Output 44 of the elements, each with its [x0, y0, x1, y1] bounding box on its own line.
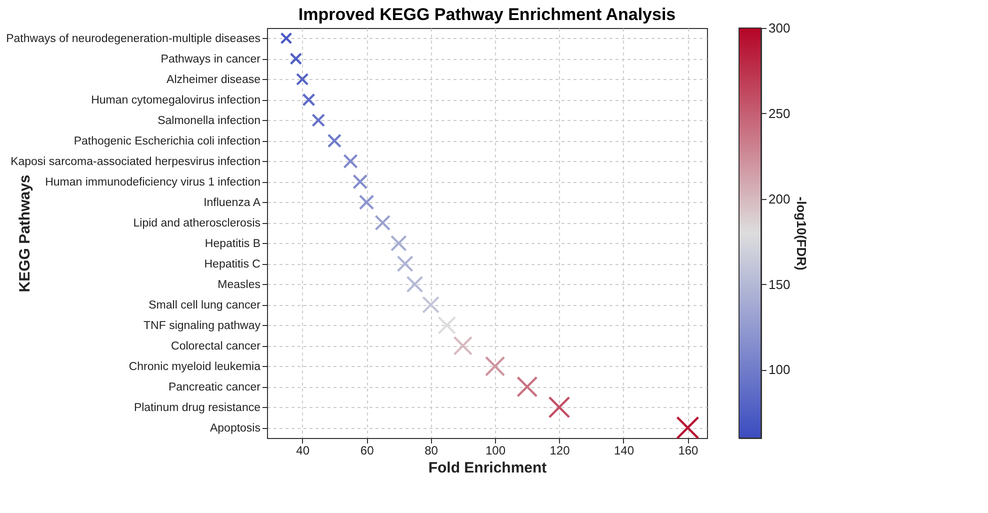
point [396, 255, 414, 272]
color-bar-label: 100 [768, 362, 790, 378]
point [374, 214, 391, 231]
y-tick-label: Measles [218, 278, 261, 291]
y-tick-label: Platinum drug resistance [134, 402, 260, 414]
y-tick-label: Hepatitis C [204, 258, 260, 270]
y-tick-label: Apoptosis [210, 422, 261, 434]
point [406, 276, 424, 293]
y-tick-label: Kaposi sarcoma-associated herpesvirus infection [10, 156, 260, 168]
x-tick-label: 120 [550, 444, 570, 458]
y-axis-title: KEGG Pathways [16, 174, 34, 292]
x-tick-label: 60 [360, 444, 374, 458]
color-bar-label: 250 [768, 106, 790, 121]
x-tick-label: 160 [678, 444, 699, 458]
chart-title: Improved KEGG Pathway Enrichment Analysis [298, 5, 676, 24]
y-tick-label: Salmonella infection [158, 114, 260, 127]
point [422, 296, 440, 314]
y-tick-label: Hepatitis B [204, 238, 261, 250]
point [343, 154, 358, 169]
color-bar-label: 300 [768, 20, 790, 36]
y-tick-label: Human cytomegalovirus infection [91, 94, 260, 106]
y-tick-label: TNF signaling pathway [144, 320, 261, 332]
y-tick-label: Chronic myeloid leukemia [128, 360, 262, 373]
y-tick-label: Small cell lung cancer [148, 299, 261, 312]
color-bar-title: -log10(FDR) [794, 196, 810, 270]
y-tick-label: Human immunodeficiency virus 1 infection [45, 176, 260, 188]
x-tick-label: 140 [614, 444, 634, 458]
point [390, 235, 407, 252]
x-tick-label: 80 [424, 444, 438, 458]
y-tick-label: Influenza A [204, 196, 261, 209]
y-tick-label: Pathways in cancer [160, 53, 261, 66]
color-bar-label: 150 [768, 276, 790, 292]
x-tick-label: 100 [486, 444, 506, 458]
y-tick-label: Pancreatic cancer [168, 381, 261, 394]
y-tick-label: Pathogenic Escherichia coli infection [74, 135, 260, 148]
y-tick-label: Colorectal cancer [171, 340, 261, 352]
color-bar-label: 200 [768, 191, 790, 206]
point [352, 174, 368, 190]
x-tick-label: 40 [296, 444, 310, 458]
point [358, 194, 374, 210]
x-axis-title: Fold Enrichment [428, 460, 547, 476]
y-tick-label: Pathways of neurodegeneration-multiple diseases [6, 32, 261, 45]
y-tick-label: Alzheimer disease [166, 74, 260, 86]
y-tick-label: Lipid and atherosclerosis [133, 217, 261, 230]
